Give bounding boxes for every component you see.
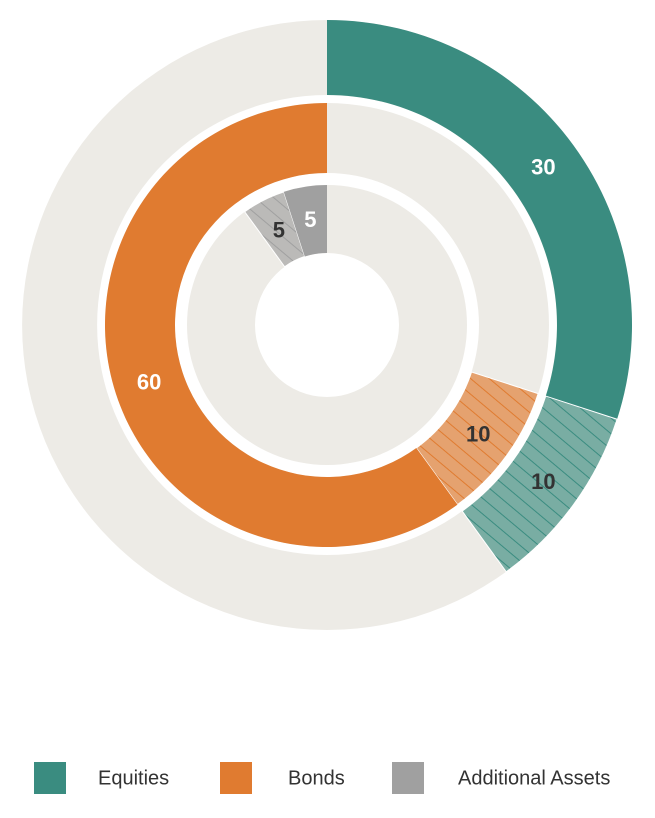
value-label: 60 [137, 370, 161, 395]
value-label: 10 [466, 422, 490, 447]
value-label: 30 [531, 155, 555, 180]
legend-swatch [34, 762, 66, 794]
legend-swatch [220, 762, 252, 794]
ring-background [187, 185, 467, 465]
segment [327, 20, 633, 420]
legend-label: Equities [98, 767, 169, 789]
legend-label: Bonds [288, 767, 345, 789]
legend-label: Additional Assets [458, 767, 610, 789]
legend-swatch [392, 762, 424, 794]
segment [104, 103, 458, 548]
segment [283, 185, 327, 257]
value-label: 5 [273, 217, 285, 242]
segment-hatched [461, 395, 618, 573]
value-label: 5 [304, 207, 316, 232]
value-label: 10 [531, 469, 555, 494]
